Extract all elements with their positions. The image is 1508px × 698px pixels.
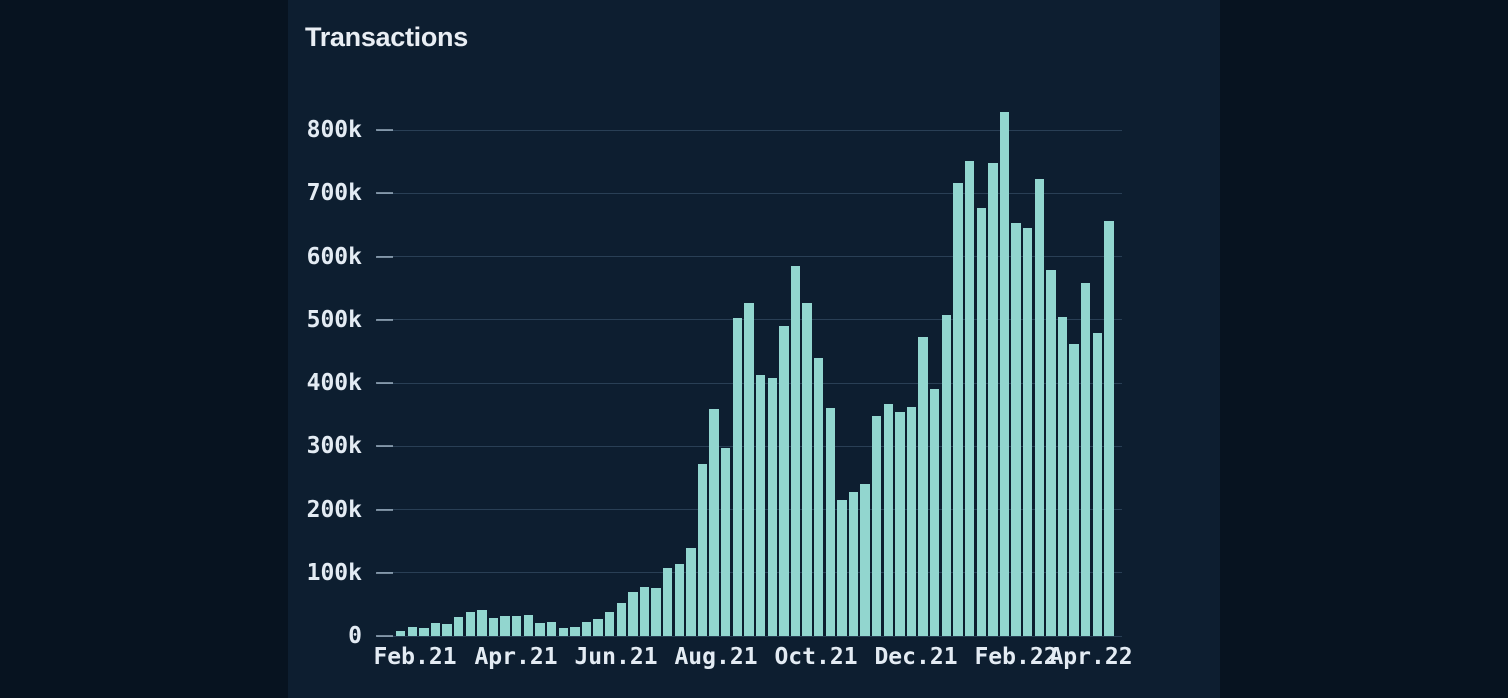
bar[interactable] bbox=[767, 377, 777, 636]
bar[interactable] bbox=[546, 622, 557, 636]
y-axis-tick bbox=[376, 255, 393, 258]
bar[interactable] bbox=[1034, 179, 1044, 636]
bar[interactable] bbox=[523, 615, 534, 636]
bar[interactable] bbox=[1092, 333, 1102, 636]
y-axis-tick bbox=[376, 635, 393, 637]
bar[interactable] bbox=[628, 591, 638, 636]
x-axis-tick-label: Apr.21 bbox=[474, 644, 558, 670]
bar[interactable] bbox=[570, 626, 580, 636]
y-axis-tick-label: 700k bbox=[306, 180, 362, 207]
x-axis-tick-label: Aug.21 bbox=[674, 644, 758, 670]
y-axis-tick-label: 100k bbox=[306, 559, 362, 586]
bar[interactable] bbox=[895, 412, 905, 636]
bar[interactable] bbox=[825, 408, 835, 636]
bar[interactable] bbox=[674, 563, 685, 636]
bar[interactable] bbox=[709, 408, 719, 636]
bar[interactable] bbox=[802, 302, 812, 636]
y-axis-tick-label: 0 bbox=[348, 623, 362, 649]
bar[interactable] bbox=[396, 630, 406, 636]
chart-title: Transactions bbox=[305, 22, 468, 52]
gridline bbox=[377, 635, 1122, 637]
plot-area: 0 100k 200k 300k 400k 500k 600k 700k 800k Feb.21 A… bbox=[288, 0, 1220, 698]
bar[interactable] bbox=[941, 315, 952, 636]
bar[interactable] bbox=[930, 389, 940, 636]
bar[interactable] bbox=[454, 617, 464, 636]
y-axis-tick-label: 800k bbox=[306, 117, 362, 143]
bar[interactable] bbox=[663, 568, 673, 636]
bar[interactable] bbox=[860, 484, 870, 636]
bar[interactable] bbox=[639, 587, 650, 636]
y-axis-tick bbox=[376, 129, 393, 131]
bar[interactable] bbox=[721, 448, 731, 636]
bar[interactable] bbox=[1046, 269, 1056, 636]
bar[interactable] bbox=[918, 336, 928, 636]
bar[interactable] bbox=[883, 403, 893, 636]
bar[interactable] bbox=[872, 415, 882, 636]
y-axis-tick bbox=[376, 382, 393, 384]
bar[interactable] bbox=[906, 407, 917, 636]
x-axis-tick-label: Feb.21 bbox=[373, 644, 457, 670]
bar[interactable] bbox=[488, 618, 499, 636]
bar[interactable] bbox=[988, 162, 998, 636]
bar[interactable] bbox=[500, 615, 510, 636]
bar[interactable] bbox=[697, 463, 708, 636]
y-axis-tick-label: 200k bbox=[306, 496, 362, 523]
y-axis-tick-label: 500k bbox=[306, 306, 362, 333]
bar[interactable] bbox=[442, 623, 452, 636]
x-axis-tick-label: Feb.22 bbox=[974, 644, 1058, 670]
bar[interactable] bbox=[535, 623, 545, 636]
y-axis-tick bbox=[376, 318, 393, 321]
bar[interactable] bbox=[512, 615, 522, 636]
bar[interactable] bbox=[732, 317, 743, 636]
bar[interactable] bbox=[790, 265, 801, 636]
bar[interactable] bbox=[964, 160, 975, 636]
bar[interactable] bbox=[593, 618, 603, 636]
bar[interactable] bbox=[755, 374, 766, 636]
y-axis-tick bbox=[376, 192, 393, 195]
gridline bbox=[377, 129, 1122, 131]
y-axis-tick bbox=[376, 508, 393, 511]
bar[interactable] bbox=[779, 326, 789, 636]
bar[interactable] bbox=[848, 491, 859, 636]
y-axis-tick bbox=[376, 445, 393, 448]
y-axis-tick-label: 400k bbox=[306, 370, 362, 396]
bar[interactable] bbox=[837, 500, 847, 636]
bar[interactable] bbox=[1080, 283, 1091, 636]
bar[interactable] bbox=[999, 112, 1010, 636]
y-axis-tick bbox=[376, 571, 393, 574]
bar[interactable] bbox=[430, 623, 441, 636]
bar[interactable] bbox=[407, 626, 417, 636]
y-axis-tick-label: 600k bbox=[306, 243, 362, 270]
bar[interactable] bbox=[1022, 228, 1033, 636]
bar[interactable] bbox=[616, 603, 626, 636]
x-axis-tick-label: Oct.21 bbox=[774, 644, 858, 670]
bar[interactable] bbox=[813, 357, 824, 636]
bar[interactable] bbox=[604, 611, 615, 636]
bar[interactable] bbox=[465, 611, 476, 636]
bar[interactable] bbox=[1069, 344, 1079, 636]
x-axis-tick-label: Jun.21 bbox=[574, 644, 658, 670]
bar[interactable] bbox=[651, 587, 661, 636]
bar[interactable] bbox=[1057, 317, 1068, 636]
x-axis-tick-label: Apr.22 bbox=[1049, 644, 1133, 670]
bar[interactable] bbox=[1011, 222, 1021, 636]
bar[interactable] bbox=[477, 610, 487, 636]
gridline bbox=[377, 192, 1122, 194]
bar[interactable] bbox=[686, 548, 696, 636]
bar[interactable] bbox=[419, 627, 429, 636]
bar[interactable] bbox=[744, 302, 754, 636]
x-axis-tick-label: Dec.21 bbox=[874, 644, 958, 670]
bar[interactable] bbox=[953, 183, 963, 636]
bar[interactable] bbox=[976, 207, 986, 636]
bar[interactable] bbox=[1104, 221, 1114, 636]
y-axis-tick-label: 300k bbox=[306, 433, 362, 460]
bar[interactable] bbox=[581, 622, 592, 636]
bar[interactable] bbox=[558, 627, 568, 636]
chart-card: Transactions 0 100k 200k 300k 400k 500k 600k 70… bbox=[288, 0, 1220, 698]
gridline bbox=[377, 256, 1122, 257]
